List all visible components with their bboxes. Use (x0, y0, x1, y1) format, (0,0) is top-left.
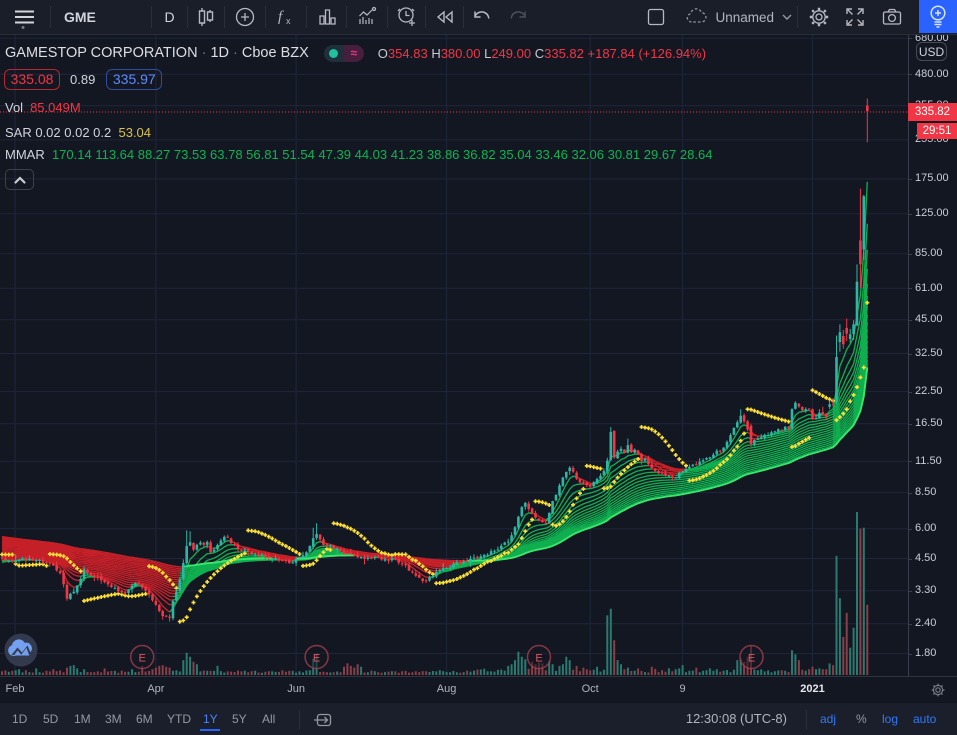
svg-text:E: E (535, 653, 542, 665)
svg-text:E: E (139, 653, 146, 665)
svg-text:E: E (748, 653, 755, 665)
svg-text:f: f (278, 9, 284, 25)
svg-text:x: x (286, 16, 291, 26)
svg-text:E: E (313, 653, 320, 665)
